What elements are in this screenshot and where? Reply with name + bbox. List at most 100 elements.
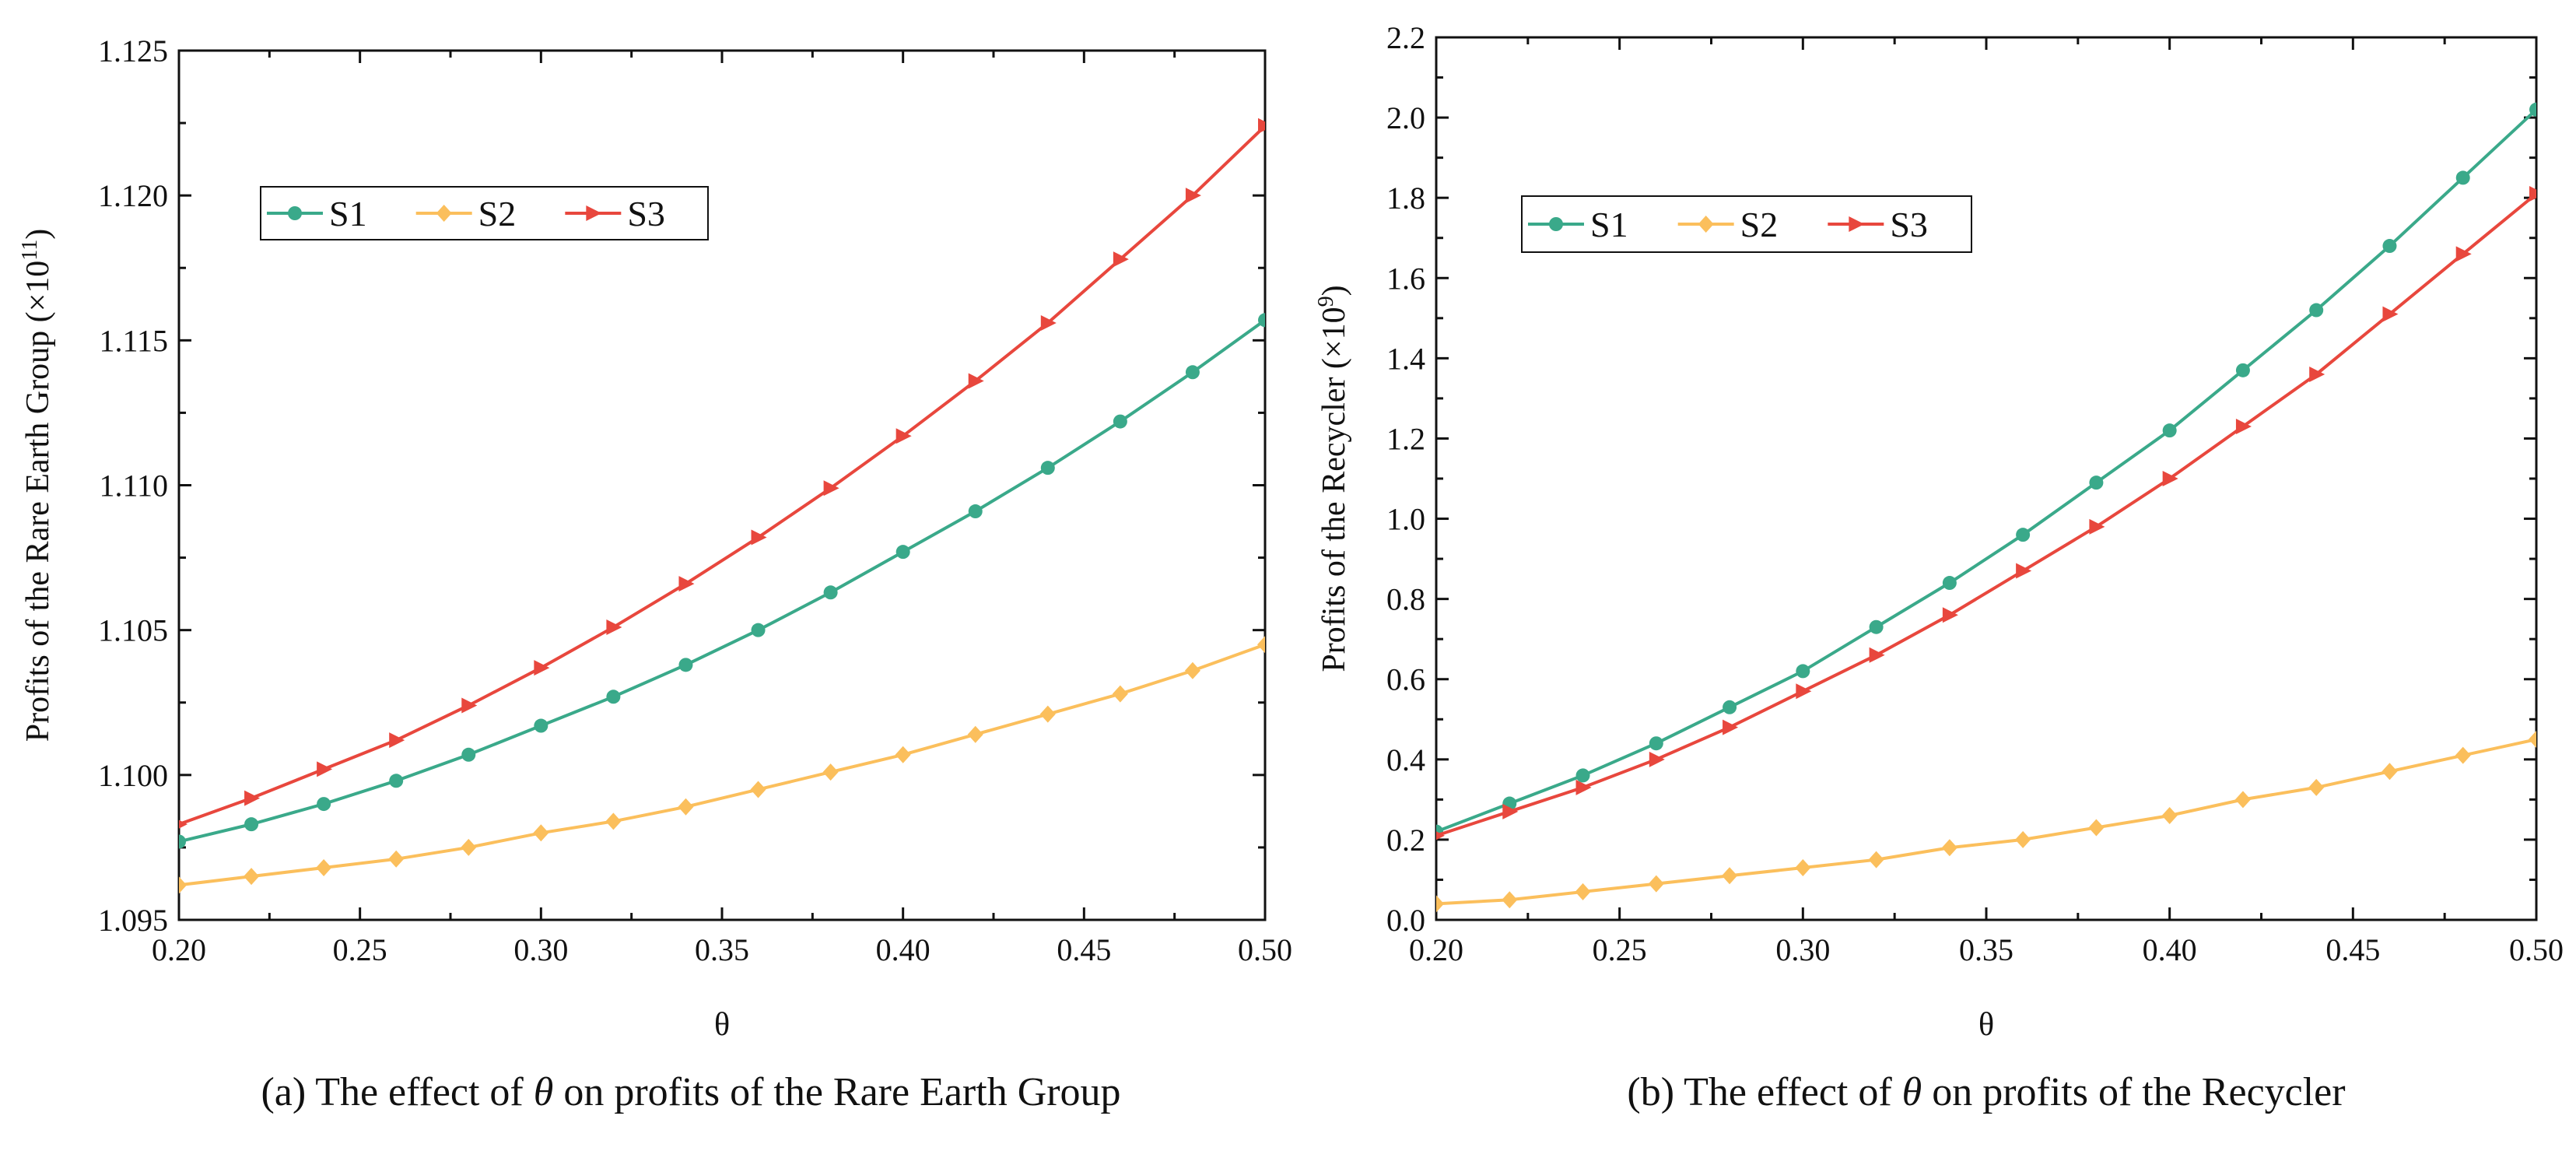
caption-b: (b) The effect of θ on profits of the Re… — [1627, 1070, 2345, 1114]
b-series-s3 — [1436, 186, 2536, 840]
b-data-point-s2 — [1575, 883, 1591, 900]
a-series-s1 — [179, 313, 1265, 849]
b-data-point-s2 — [2455, 746, 2471, 764]
a-y-axis-title-close: ) — [20, 229, 56, 240]
b-data-point-s3 — [2455, 246, 2472, 262]
a-data-point-s3 — [1113, 251, 1129, 268]
b-data-point-s2 — [2234, 791, 2251, 809]
b-x-tick-label: 0.20 — [1409, 932, 1463, 967]
a-legend-label-s1: S1 — [329, 194, 367, 233]
b-data-point-s1 — [1575, 768, 1590, 783]
a-data-point-s2 — [1039, 705, 1056, 723]
a-x-axis-title: θ — [714, 1007, 730, 1043]
a-data-point-s2 — [461, 838, 477, 856]
b-y-tick-label: 0.8 — [1386, 582, 1425, 617]
b-data-point-s3 — [2309, 366, 2325, 382]
b-data-point-s3 — [1502, 803, 1519, 819]
a-series-line-s1 — [179, 318, 1265, 844]
a-data-point-s2 — [1112, 685, 1128, 703]
b-y-tick-label: 1.2 — [1386, 421, 1425, 456]
a-data-point-s3 — [317, 761, 333, 777]
b-data-point-s1 — [1796, 664, 1810, 679]
a-data-point-s1 — [678, 658, 693, 672]
a-y-axis-title-main: Profits of the Rare Earth Group (×10 — [20, 261, 56, 742]
b-data-point-s2 — [2381, 763, 2398, 781]
a-data-point-s1 — [1185, 365, 1200, 380]
a-data-point-s1 — [389, 774, 404, 788]
b-data-point-s1 — [1649, 736, 1663, 751]
b-y-axis-title-main: Profits of the Recycler (×10 — [1316, 307, 1352, 672]
a-data-point-s3 — [1258, 118, 1265, 134]
b-data-point-s3 — [2162, 471, 2178, 486]
b-x-tick-label: 0.35 — [1959, 932, 2013, 967]
b-y-tick-label: 0.6 — [1386, 662, 1425, 697]
a-data-point-s2 — [750, 781, 766, 798]
a-data-point-s2 — [179, 876, 187, 894]
b-data-point-s2 — [1436, 895, 1444, 913]
a-data-point-s1 — [1258, 313, 1265, 328]
b-legend-box — [1521, 195, 1972, 253]
b-x-tick-label: 0.25 — [1593, 932, 1647, 967]
a-legend-label-s3: S3 — [627, 194, 665, 233]
a-y-axis-title: Profits of the Rare Earth Group (×1011) — [18, 229, 57, 742]
a-data-point-s3 — [895, 428, 912, 444]
a-data-point-s1 — [1040, 461, 1055, 475]
a-data-point-s3 — [1040, 314, 1057, 331]
a-x-tick-label: 0.20 — [152, 932, 206, 967]
a-data-point-s1 — [823, 585, 838, 600]
a-series-line-s3 — [179, 125, 1265, 826]
b-data-point-s1 — [2455, 170, 2470, 185]
a-legend-marker-s1 — [288, 206, 302, 220]
a-data-point-s3 — [606, 619, 622, 635]
a-data-point-s3 — [823, 480, 839, 497]
a-data-point-s1 — [1113, 414, 1127, 429]
a-data-point-s1 — [461, 747, 476, 762]
a-x-tick-label: 0.35 — [695, 932, 749, 967]
b-x-tick-label: 0.40 — [2143, 932, 2197, 967]
a-y-tick-label: 1.100 — [98, 758, 168, 793]
a-data-point-s3 — [1185, 188, 1201, 204]
b-data-point-s1 — [2309, 303, 2324, 318]
b-data-point-s3 — [1575, 779, 1592, 795]
b-legend-marker-s3 — [1849, 216, 1865, 232]
a-series-line-s2 — [179, 643, 1265, 887]
a-x-tick-label: 0.30 — [513, 932, 568, 967]
a-y-tick-label: 1.095 — [98, 903, 168, 938]
chart-a-rare-earth-group: 0.20 0.25 0.30 0.35 0.40 0.45 0.50 1.095 1.100 1.… — [18, 33, 1293, 1043]
b-series-line-s1 — [1436, 108, 2536, 833]
b-data-point-s3 — [2529, 186, 2536, 202]
b-y-axis-title: Profits of the Recycler (×109) — [1314, 285, 1353, 672]
b-series-s2 — [1436, 731, 2536, 913]
b-legend-marker-s2 — [1698, 216, 1714, 233]
b-y-tick-label: 0.0 — [1386, 903, 1425, 938]
a-data-point-s1 — [751, 623, 766, 637]
b-y-axis-title-close: ) — [1316, 285, 1352, 296]
a-series-s2 — [179, 636, 1265, 894]
b-data-point-s2 — [2088, 819, 2105, 837]
b-y-tick-label: 1.8 — [1386, 181, 1425, 216]
a-data-point-s1 — [968, 504, 983, 519]
a-data-point-s2 — [967, 725, 983, 743]
a-legend: S1 S2 S3 — [260, 186, 709, 240]
a-data-point-s2 — [244, 868, 260, 886]
a-legend-marker-s2 — [436, 205, 452, 222]
a-plot-frame — [177, 49, 1267, 921]
a-legend-marker-s3 — [586, 205, 602, 221]
b-legend-label-s2: S2 — [1740, 205, 1779, 244]
a-x-tick-label: 0.45 — [1057, 932, 1111, 967]
b-x-axis-title: θ — [1978, 1007, 1994, 1043]
b-legend: S1 S2 S3 — [1521, 195, 1972, 253]
b-y-tick-label: 2.0 — [1386, 100, 1425, 135]
b-data-point-s3 — [1649, 751, 1665, 767]
a-data-point-s3 — [244, 790, 261, 806]
a-legend-label-s2: S2 — [478, 194, 517, 233]
a-data-point-s1 — [606, 690, 621, 704]
b-data-point-s1 — [2235, 363, 2250, 377]
b-data-point-s1 — [1942, 576, 1957, 591]
b-data-point-s1 — [2162, 423, 2177, 438]
b-data-point-s3 — [1869, 647, 1885, 663]
a-y-tick-label: 1.105 — [98, 613, 168, 648]
b-data-point-s1 — [1869, 619, 1884, 634]
a-data-point-s3 — [461, 697, 478, 714]
